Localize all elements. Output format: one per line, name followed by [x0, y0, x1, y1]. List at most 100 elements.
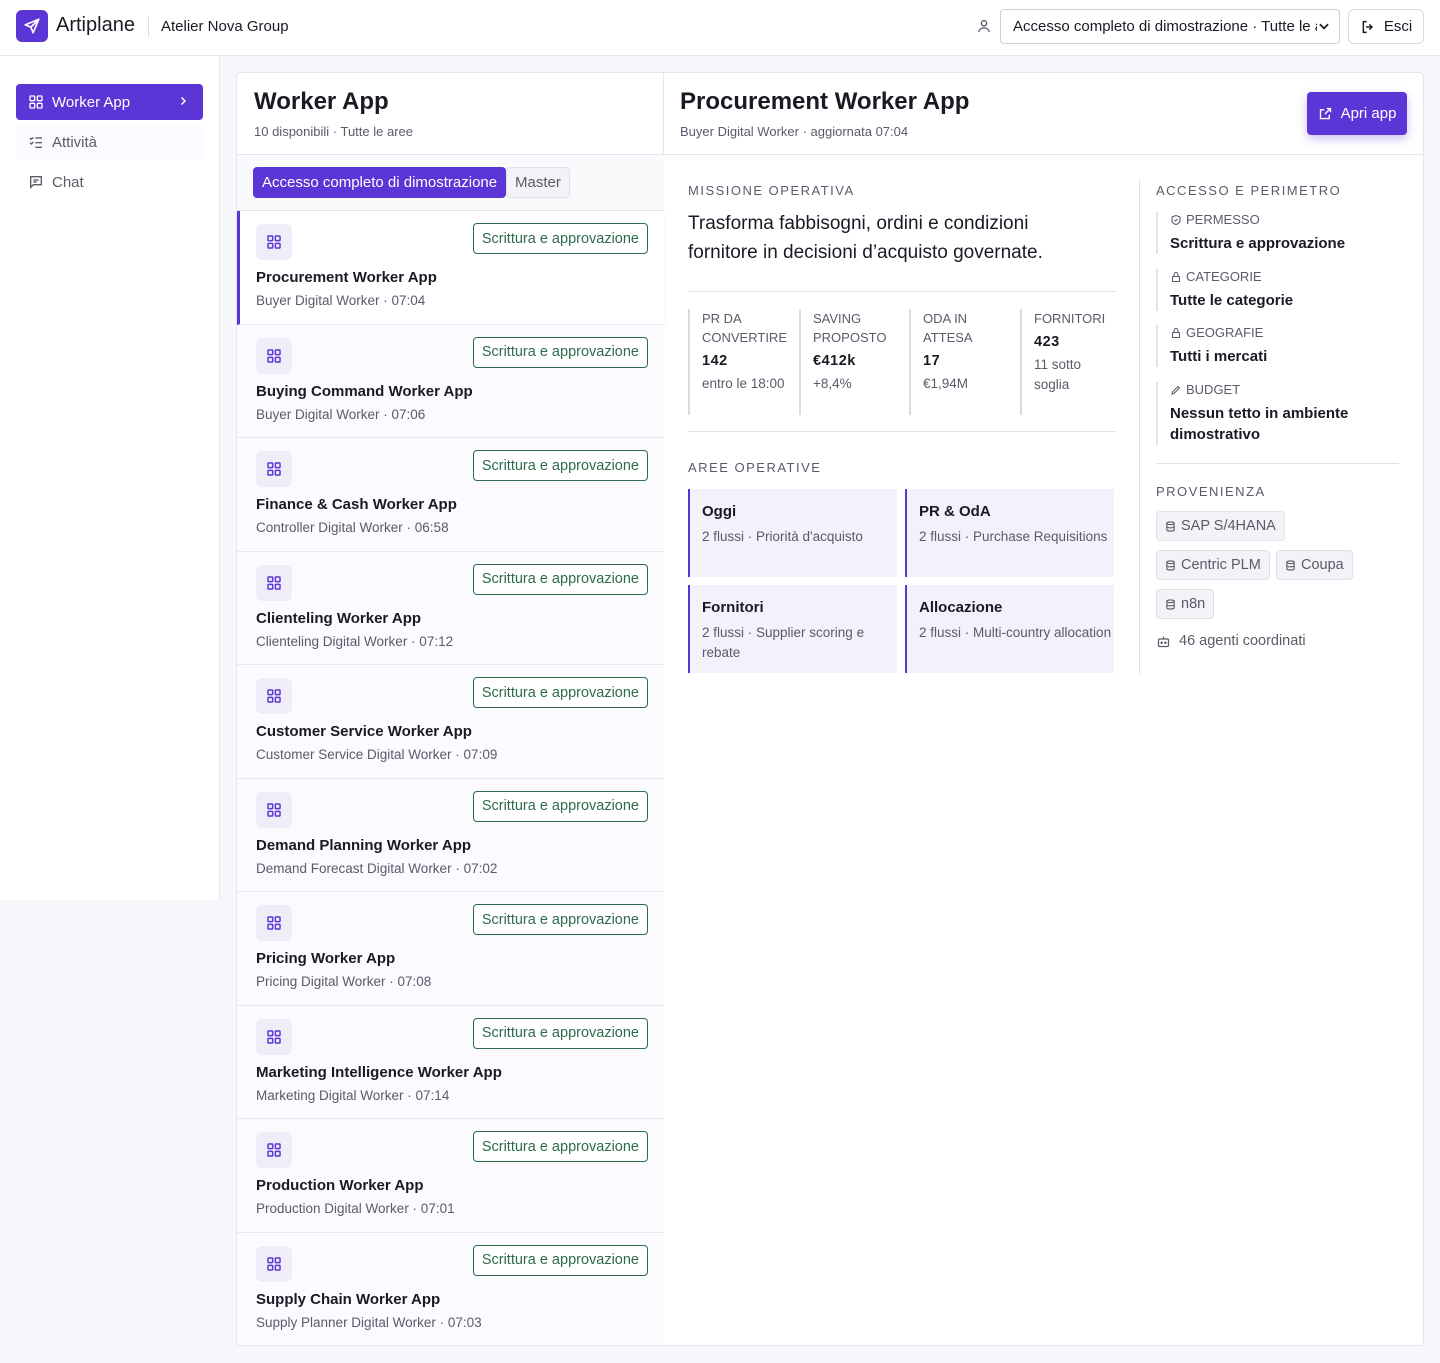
sidebar-item-attivita[interactable]: Attività	[16, 124, 203, 160]
list-item[interactable]: Scrittura e approvazione Procurement Wor…	[237, 211, 664, 325]
list-title: Worker App	[254, 88, 389, 115]
list-item[interactable]: Scrittura e approvazione Customer Servic…	[237, 665, 664, 779]
source-chip: SAP S/4HANA	[1156, 511, 1285, 541]
app-grid-icon	[256, 224, 292, 260]
permission-badge: Scrittura e approvazione	[472, 677, 648, 708]
perm-label: GEOGRAFIE	[1186, 325, 1264, 340]
kpi-value: 17	[923, 353, 941, 369]
database-icon	[1166, 559, 1175, 571]
detail-header: Procurement Worker App Buyer Digital Wor…	[664, 73, 1423, 155]
logout-button[interactable]: Esci	[1348, 9, 1424, 44]
provenance-label: PROVENIENZA	[1156, 484, 1266, 499]
kpi-detail: entro le 18:00	[702, 376, 785, 391]
logout-icon	[1362, 20, 1373, 33]
list-item[interactable]: Scrittura e approvazione Clienteling Wor…	[237, 551, 664, 665]
filter-bar: Accesso completo di dimostrazione Master	[237, 155, 664, 211]
kpi-detail: 11 sotto soglia	[1034, 357, 1082, 392]
kpi-label: SAVING PROPOSTO	[813, 311, 887, 345]
sidebar-item-label: Attività	[52, 133, 98, 151]
area-name: Oggi	[702, 503, 737, 520]
source-name: n8n	[1181, 596, 1206, 612]
detail-subtitle: Buyer Digital Worker · aggiornata 07:04	[680, 124, 909, 139]
list-item[interactable]: Scrittura e approvazione Buying Command …	[237, 324, 664, 438]
divider	[688, 291, 1116, 292]
area-card-pr-oda[interactable]: PR & OdA 2 flussi · Purchase Requisition…	[905, 489, 1114, 577]
area-card-allocazione[interactable]: Allocazione 2 flussi · Multi-country all…	[905, 585, 1114, 673]
source-chip: n8n	[1156, 589, 1215, 619]
permission-badge: Scrittura e approvazione	[472, 904, 648, 935]
app-grid-icon	[256, 678, 292, 714]
kpi-label: FORNITORI	[1034, 311, 1106, 326]
column-divider	[1139, 180, 1140, 674]
database-icon	[1286, 559, 1295, 571]
kpi-value: 423	[1034, 334, 1060, 350]
list-item-meta: Buyer Digital Worker · 07:04	[256, 293, 426, 308]
mission-label: MISSIONE OPERATIVA	[688, 183, 855, 198]
list-item[interactable]: Scrittura e approvazione Marketing Intel…	[237, 1005, 664, 1119]
open-app-label: Apri app	[1340, 105, 1397, 122]
brand-logo[interactable]	[16, 10, 48, 42]
source-name: Centric PLM	[1181, 557, 1261, 573]
list-item-name: Marketing Intelligence Worker App	[256, 1063, 502, 1081]
kpi-label: ODA IN ATTESA	[923, 311, 973, 345]
worker-app-list-pane: Worker App 10 disponibili · Tutte le are…	[237, 73, 664, 1345]
external-link-icon	[1319, 107, 1331, 120]
list-item-meta: Clienteling Digital Worker · 07:12	[256, 633, 454, 649]
perm-value: Scrittura e approvazione	[1170, 235, 1346, 252]
divider	[688, 431, 1116, 432]
app-list: Scrittura e approvazione Procurement Wor…	[237, 211, 664, 1345]
area-desc: 2 flussi · Priorità d'acquisto	[702, 529, 863, 544]
kpi-oda-in-attesa: ODA IN ATTESA 17 €1,94M	[909, 309, 1009, 415]
sidebar-item-worker-app[interactable]: Worker App	[16, 84, 203, 120]
top-bar: Artiplane Atelier Nova Group Accesso com…	[0, 0, 1440, 56]
list-item[interactable]: Scrittura e approvazione Finance & Cash …	[237, 438, 664, 552]
permission-badge: Scrittura e approvazione	[472, 1017, 648, 1049]
list-item[interactable]: Scrittura e approvazione Supply Chain Wo…	[237, 1232, 664, 1345]
permission-badge: Scrittura e approvazione	[472, 336, 648, 368]
sidebar-item-chat[interactable]: Chat	[16, 164, 203, 200]
agents-label: 46 agenti coordinati	[1179, 633, 1306, 649]
list-item-meta: Pricing Digital Worker · 07:08	[256, 974, 432, 989]
list-item-name: Buying Command Worker App	[256, 382, 473, 400]
area-name: Fornitori	[702, 599, 764, 616]
area-name: Allocazione	[919, 599, 1003, 616]
list-item[interactable]: Scrittura e approvazione Demand Planning…	[237, 778, 664, 892]
perm-label: BUDGET	[1186, 382, 1241, 397]
list-item-meta: Buyer Digital Worker · 07:06	[256, 406, 426, 422]
kpi-saving-proposto: SAVING PROPOSTO €412k +8,4%	[799, 309, 899, 415]
scope-select-value: Accesso completo di dimostrazione · Tutt…	[1013, 18, 1317, 35]
area-desc: 2 flussi · Supplier scoring e rebate	[702, 625, 865, 660]
kpi-detail: €1,94M	[923, 376, 969, 391]
scope-select[interactable]: Accesso completo di dimostrazione · Tutt…	[1000, 9, 1340, 44]
filter-chip-demo-access[interactable]: Accesso completo di dimostrazione	[253, 167, 507, 198]
perm-label: CATEGORIE	[1186, 269, 1262, 284]
perm-geografie: GEOGRAFIE Tutti i mercati	[1156, 325, 1399, 367]
open-app-button[interactable]: Apri app	[1307, 92, 1407, 135]
app-grid-icon	[256, 791, 292, 828]
source-chip: Centric PLM	[1156, 550, 1270, 580]
area-card-fornitori[interactable]: Fornitori 2 flussi · Supplier scoring e …	[688, 585, 897, 673]
filter-chip-master[interactable]: Master	[506, 167, 570, 198]
list-item[interactable]: Scrittura e approvazione Pricing Worker …	[237, 892, 664, 1006]
header-divider	[148, 17, 149, 37]
app-grid-icon	[256, 1018, 292, 1055]
list-item-meta: Supply Planner Digital Worker · 07:03	[256, 1314, 482, 1330]
area-card-oggi[interactable]: Oggi 2 flussi · Priorità d'acquisto	[688, 489, 897, 577]
permission-badge: Scrittura e approvazione	[472, 790, 648, 822]
grid-icon	[29, 95, 43, 109]
lock-icon	[1171, 327, 1181, 338]
kpi-detail: +8,4%	[813, 376, 852, 391]
database-icon	[1166, 598, 1175, 610]
kpi-pr-da-convertire: PR DA CONVERTIRE 142 entro le 18:00	[688, 309, 788, 415]
pencil-icon	[1171, 385, 1181, 395]
permission-badge: Scrittura e approvazione	[472, 450, 648, 481]
list-item[interactable]: Scrittura e approvazione Production Work…	[237, 1119, 664, 1233]
permission-badge: Scrittura e approvazione	[472, 563, 648, 595]
kpi-label: PR DA CONVERTIRE	[702, 311, 787, 345]
access-label: ACCESSO E PERIMETRO	[1156, 183, 1342, 198]
area-name: PR & OdA	[919, 503, 991, 520]
area-desc: 2 flussi · Purchase Requisitions	[919, 529, 1108, 544]
user-icon	[978, 20, 990, 33]
permission-badge: Scrittura e approvazione	[472, 1244, 648, 1276]
sidebar-item-label: Chat	[52, 173, 84, 191]
